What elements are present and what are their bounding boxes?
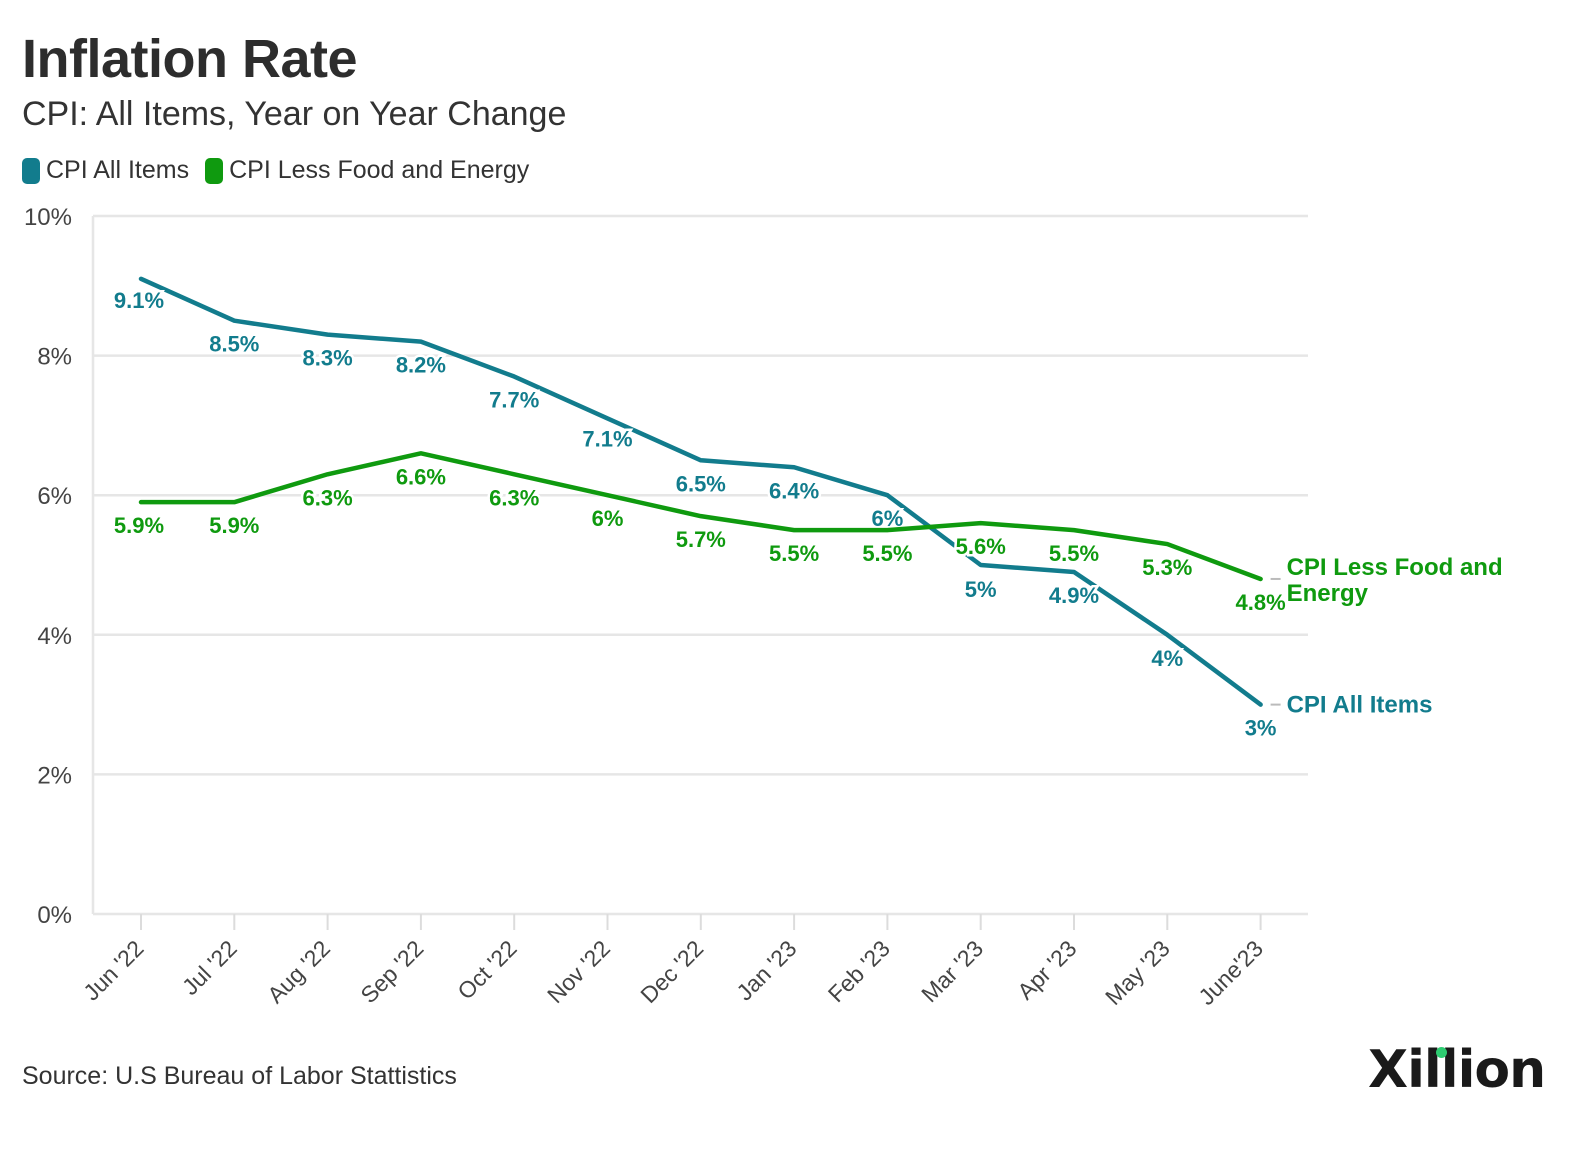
source-note: Source: U.S Bureau of Labor Stattistics (22, 1062, 457, 1090)
end-label-cpi-all: CPI All Items (1287, 692, 1433, 719)
data-label: 5.3% (1142, 555, 1192, 580)
data-label: 6.6% (396, 464, 446, 489)
y-tick-label: 2% (37, 762, 72, 789)
x-tick-label: May '23 (1100, 935, 1175, 1010)
data-label: 4.8% (1236, 590, 1286, 615)
data-label: 9.1% (114, 288, 164, 313)
x-tick-label: Mar '23 (916, 935, 988, 1007)
data-label: 7.1% (582, 426, 632, 451)
data-label: 5.9% (209, 513, 259, 538)
end-label-cpi-core-line2: Energy (1287, 580, 1369, 607)
x-tick-label: Sep '22 (355, 935, 428, 1008)
xillion-logo: Xillion (1368, 1040, 1546, 1100)
legend-label-cpi-core: CPI Less Food and Energy (229, 156, 530, 184)
data-label: 8.2% (396, 353, 446, 378)
legend-item-cpi-all[interactable]: CPI All Items (22, 156, 189, 185)
x-tick-label: Apr '23 (1012, 935, 1081, 1004)
x-tick-label: Feb '23 (823, 935, 895, 1007)
logo-dot-icon (1436, 1047, 1447, 1058)
data-label: 6.5% (676, 471, 726, 496)
data-label: 6.3% (303, 485, 353, 510)
data-label: 5.5% (769, 541, 819, 566)
x-tick-label: Nov '22 (542, 935, 615, 1008)
data-label: 6% (592, 506, 624, 531)
end-label-cpi-core: CPI Less Food and (1287, 554, 1503, 581)
chart-subtitle: CPI: All Items, Year on Year Change (22, 95, 567, 133)
y-tick-label: 8% (37, 344, 72, 371)
y-tick-label: 0% (37, 902, 72, 929)
x-tick-label: Jan '23 (731, 935, 801, 1005)
legend-label-cpi-all: CPI All Items (46, 156, 190, 184)
y-tick-label: 6% (37, 483, 72, 510)
data-label: 4.9% (1049, 583, 1099, 608)
legend-swatch-cpi-core (205, 157, 224, 184)
data-label: 5.5% (862, 541, 912, 566)
x-tick-label: Oct '22 (452, 935, 521, 1004)
data-label: 8.5% (209, 332, 259, 357)
data-label: 3% (1245, 716, 1277, 741)
legend: CPI All Items CPI Less Food and Energy (22, 156, 529, 185)
y-tick-label: 10% (24, 204, 72, 231)
data-label: 5.6% (956, 534, 1006, 559)
series-line-cpi-all (138, 276, 1263, 707)
series-line-cpi-core (138, 451, 1263, 582)
x-tick-label: Jul '22 (177, 935, 242, 1000)
x-tick-label: Dec '22 (635, 935, 708, 1008)
data-label: 7.7% (489, 388, 539, 413)
data-label: 5.5% (1049, 541, 1099, 566)
data-label: 5.9% (114, 513, 164, 538)
chart-title: Inflation Rate (22, 29, 358, 89)
data-label: 6.3% (489, 485, 539, 510)
x-tick-label: Jun '22 (78, 935, 148, 1005)
data-label: 4% (1151, 646, 1183, 671)
data-label: 8.3% (303, 346, 353, 371)
x-tick-label: Aug '22 (262, 935, 335, 1008)
data-label: 6.4% (769, 478, 819, 503)
data-label: 5% (965, 577, 997, 602)
x-tick-label: June'23 (1193, 935, 1268, 1010)
y-tick-label: 4% (37, 623, 72, 650)
legend-item-cpi-core[interactable]: CPI Less Food and Energy (205, 156, 529, 185)
data-label: 5.7% (676, 527, 726, 552)
legend-swatch-cpi-all (22, 157, 40, 184)
